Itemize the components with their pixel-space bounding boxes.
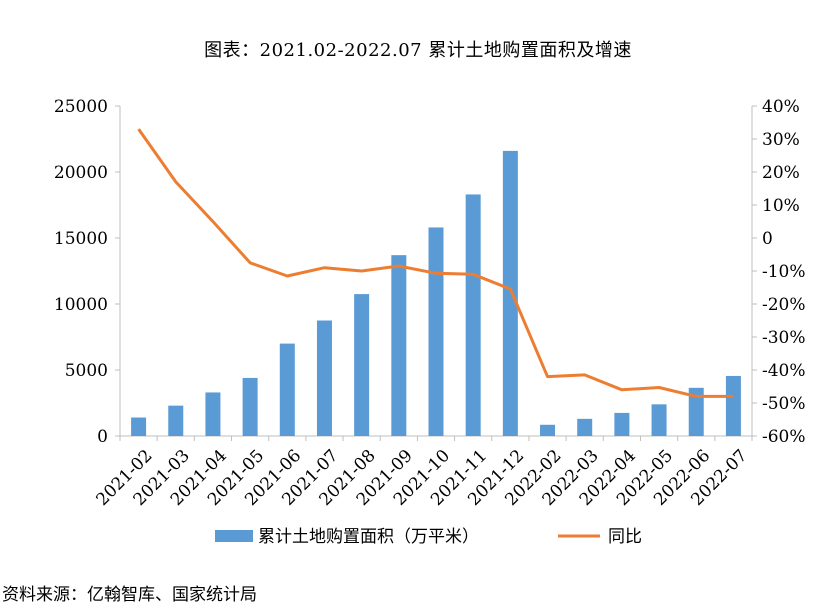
bar	[688, 387, 704, 436]
bar	[279, 343, 295, 436]
bar	[242, 377, 258, 436]
yoy-line	[137, 128, 734, 398]
bar	[725, 375, 741, 436]
y-right-tick-label: -20%	[762, 295, 806, 315]
bar	[502, 150, 518, 436]
legend-bar-swatch	[215, 530, 253, 542]
bar	[205, 392, 221, 436]
bar	[316, 320, 332, 436]
x-tick-labels: 2021-022021-032021-042021-052021-062021-…	[93, 446, 752, 510]
legend: 累计土地购置面积（万平米） 同比	[215, 527, 642, 547]
legend-bar-label: 累计土地购置面积（万平米）	[258, 527, 479, 547]
bar	[354, 294, 370, 436]
bar	[577, 418, 593, 436]
bar	[391, 255, 407, 436]
bar	[614, 412, 630, 436]
y-right-tick-label: -50%	[762, 394, 806, 414]
y-right-tick-label: -60%	[762, 427, 806, 447]
bar	[540, 424, 556, 436]
bar	[428, 227, 444, 436]
y-right-tick-label: -40%	[762, 361, 806, 381]
y-right-tick-label: -10%	[762, 262, 806, 282]
y-right-tick-label: 40%	[762, 97, 800, 117]
y-right-tick-label: 30%	[762, 130, 800, 150]
line-series	[137, 128, 734, 398]
y-left-tick-label: 20000	[54, 163, 108, 183]
bar	[131, 417, 147, 436]
legend-line-label: 同比	[608, 527, 642, 547]
y-left-tick-label: 25000	[54, 97, 108, 117]
y-right-tick-label: 0	[762, 229, 773, 249]
bar	[651, 404, 667, 436]
bar-series	[131, 150, 741, 436]
chart-title: 图表：2021.02-2022.07 累计土地购置面积及增速	[204, 40, 632, 61]
y-left-tick-label: 10000	[54, 295, 108, 315]
source-note: 资料来源：亿翰智库、国家统计局	[2, 585, 257, 605]
y-right-tick-label: 10%	[762, 196, 800, 216]
axes: 0 5000 10000 15000 20000 25000 -60% -50% -40% -30…	[54, 97, 806, 447]
y-right-tick-label: -30%	[762, 328, 806, 348]
y-right-tick-label: 20%	[762, 163, 800, 183]
y-left-tick-label: 0	[97, 427, 108, 447]
y-left-tick-label: 15000	[54, 229, 108, 249]
bar	[465, 194, 481, 436]
y-left-tick-label: 5000	[65, 361, 108, 381]
bar	[168, 405, 184, 436]
